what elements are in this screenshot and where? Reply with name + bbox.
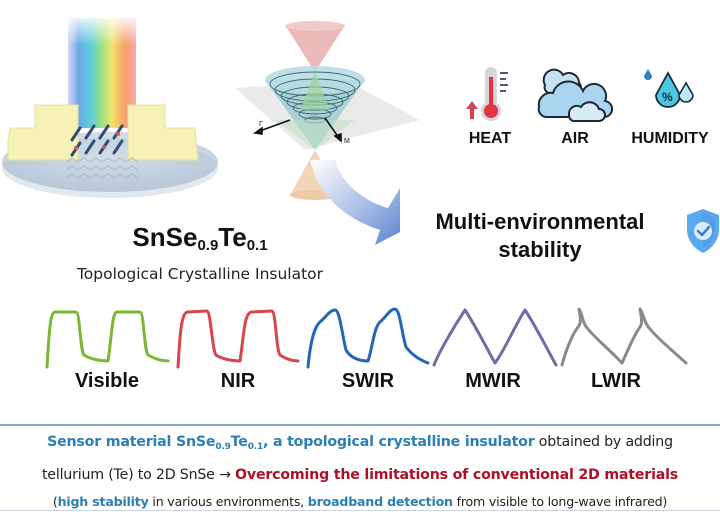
photoresponse-waveforms — [45, 307, 688, 369]
gamma-axis-label: Γ — [259, 121, 263, 128]
stability-title-line2: stability — [498, 237, 582, 262]
caption-overcoming: Overcoming the limitations of convention… — [235, 467, 679, 483]
caption-bottom-divider — [0, 510, 720, 511]
material-title-block: SnSe0.9Te0.1 Topological Crystalline Ins… — [0, 222, 400, 283]
lwir-waveform — [560, 307, 688, 367]
formula-base: SnSe — [132, 222, 198, 252]
material-formula: SnSe0.9Te0.1 — [0, 222, 400, 261]
band-label-nir: NIR — [220, 370, 256, 392]
band-label-mwir: MWIR — [465, 370, 521, 392]
thermometer-icon — [466, 67, 508, 121]
formula-te: Te — [218, 222, 247, 252]
caption-line-2: tellurium (Te) to 2D SnSe → Overcoming t… — [0, 461, 720, 489]
caption-broadband: broadband detection — [307, 494, 453, 509]
shield-check-icon — [687, 209, 719, 253]
caption-line-3: (high stability in various environments,… — [0, 489, 720, 515]
caption-tellurium: tellurium (Te) to 2D SnSe → — [41, 467, 236, 483]
env-item-air: AIR — [535, 63, 615, 148]
caption-tci: , a topological crystalline insulator — [263, 434, 535, 450]
stability-title: Multi-environmental stability — [420, 208, 660, 264]
dirac-cone-band-diagram: Γ M — [235, 21, 420, 200]
caption-paren: ( — [52, 494, 58, 509]
caption-sub-te: 0.1 — [247, 442, 264, 452]
caption-sub-se: 0.9 — [215, 442, 231, 452]
air-label: AIR — [561, 130, 589, 147]
swir-waveform — [306, 307, 430, 369]
env-item-heat: HEAT — [455, 63, 525, 148]
band-label-visible: Visible — [74, 370, 140, 392]
caption-environments: in various environments, — [148, 494, 308, 509]
caption-range: from visible to long-wave infrared) — [452, 494, 668, 509]
caption-high-stability: high stability — [57, 494, 149, 509]
env-item-humidity: % HUMIDITY — [620, 63, 720, 148]
visible-waveform — [45, 310, 170, 369]
environment-icons: HEAT AIR % HUMIDITY — [455, 55, 720, 155]
caption-material: Sensor material SnSe — [47, 434, 216, 450]
formula-sub-te: 0.1 — [246, 237, 268, 254]
caption-box: Sensor material SnSe0.9Te0.1, a topologi… — [0, 428, 720, 515]
stability-title-line1: Multi-environmental — [435, 209, 645, 234]
m-axis-label: M — [344, 138, 350, 145]
band-label-swir: SWIR — [341, 370, 395, 392]
cloud-icon — [537, 68, 614, 122]
caption-obtained: obtained by adding — [534, 434, 673, 450]
svg-text:%: % — [662, 90, 673, 104]
humidity-label: HUMIDITY — [631, 130, 709, 147]
mwir-waveform — [432, 308, 558, 367]
caption-top-divider — [0, 424, 720, 426]
humidity-drop-icon: % — [644, 69, 694, 108]
heat-label: HEAT — [468, 130, 512, 147]
band-label-lwir: LWIR — [591, 370, 641, 392]
nir-waveform — [176, 309, 300, 369]
curved-arrow-icon — [310, 160, 400, 245]
material-subtitle: Topological Crystalline Insulator — [76, 265, 324, 283]
caption-te: Te — [230, 434, 248, 450]
formula-sub-se: 0.9 — [197, 237, 219, 254]
photodetector-device-illustration — [2, 18, 218, 198]
caption-line-1: Sensor material SnSe0.9Te0.1, a topologi… — [0, 428, 720, 461]
